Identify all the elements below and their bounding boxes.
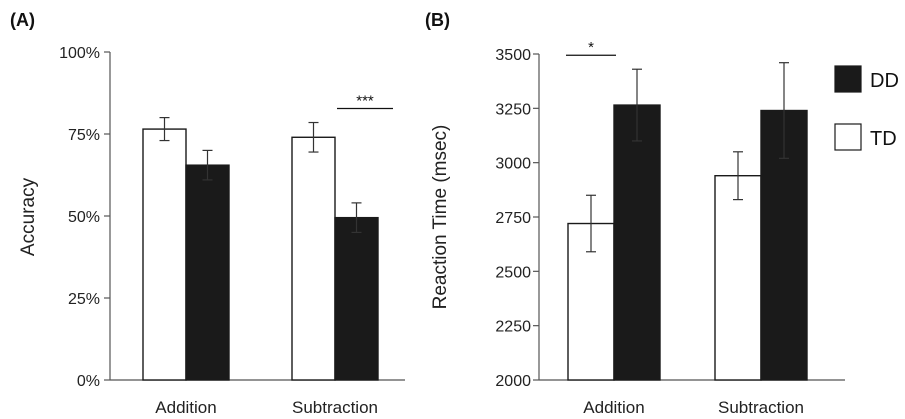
panel-b-reaction-time-chart: (B) Reaction Time (msec) 2000 2250 2500 275…	[425, 10, 845, 417]
legend-swatch-dd	[835, 66, 861, 92]
panel-b-category-label: Addition	[583, 398, 644, 417]
panel-b-bar-dd-addition	[614, 105, 660, 380]
panel-a-label: (A)	[10, 10, 35, 30]
panel-a-y-tick-label: 50%	[68, 209, 100, 226]
panel-b-y-tick-label: 2250	[495, 319, 531, 336]
panel-a-accuracy-chart: (A) Accuracy 0% 25% 50% 75% 100% Addition Sub…	[10, 10, 405, 417]
panel-b-y-tick-label: 2000	[495, 373, 531, 390]
legend: DD TD	[835, 66, 899, 150]
panel-b-y-axis-title: Reaction Time (msec)	[430, 125, 451, 310]
panel-a-y-tick-label: 0%	[77, 373, 100, 390]
panel-b-category-label: Subtraction	[718, 398, 804, 417]
panel-b-significance-label: *	[588, 39, 594, 56]
legend-label-td: TD	[870, 128, 897, 150]
panel-b-y-tick-label: 3500	[495, 47, 531, 64]
legend-swatch-td	[835, 124, 861, 150]
panel-a-bar-td-subtraction	[292, 137, 335, 380]
legend-label-dd: DD	[870, 70, 899, 92]
panel-b-label: (B)	[425, 10, 450, 30]
panel-b-bar-td-subtraction	[715, 176, 761, 380]
panel-b-y-tick-label: 2500	[495, 264, 531, 281]
panel-a-significance-label: ***	[356, 93, 374, 110]
panel-a-category-label: Addition	[155, 398, 216, 417]
panel-b-y-tick-label: 3000	[495, 156, 531, 173]
panel-a-bar-td-addition	[143, 129, 186, 380]
panel-a-bar-dd-subtraction	[335, 218, 378, 380]
panel-a-y-tick-label: 75%	[68, 127, 100, 144]
panel-b-y-tick-label: 3250	[495, 101, 531, 118]
panel-a-bar-dd-addition	[186, 165, 229, 380]
panel-a-y-axis-title: Accuracy	[18, 177, 39, 256]
panel-b-y-tick-label: 2750	[495, 210, 531, 227]
panel-a-y-tick-label: 25%	[68, 291, 100, 308]
panel-a-category-label: Subtraction	[292, 398, 378, 417]
panel-a-y-tick-label: 100%	[59, 45, 100, 62]
